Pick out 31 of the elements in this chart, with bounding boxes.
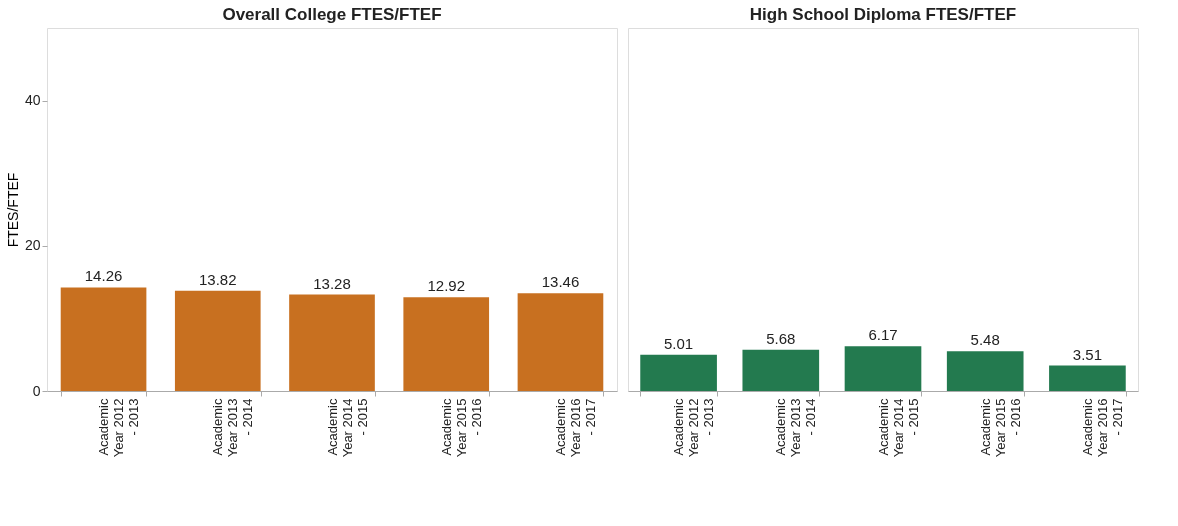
data-label: 14.26 xyxy=(84,267,123,285)
x-tick-label: Academic Year 2012 - 2013 xyxy=(671,398,717,458)
bar xyxy=(946,351,1024,391)
x-tick-label: Academic Year 2013 - 2014 xyxy=(773,398,819,458)
y-axis-title: FTES/FTEF xyxy=(4,172,21,248)
data-label: 5.48 xyxy=(970,331,1000,349)
x-tick-label: Academic Year 2012 - 2013 xyxy=(96,398,142,458)
x-tick-label: Academic Year 2014 - 2015 xyxy=(324,398,370,458)
x-tick-label: Academic Year 2014 - 2015 xyxy=(875,398,921,458)
x-tick-label: Academic Year 2016 - 2017 xyxy=(1079,398,1125,458)
x-tick-label: Academic Year 2013 - 2014 xyxy=(210,398,256,458)
data-label: 13.82 xyxy=(199,270,237,288)
bar xyxy=(742,349,820,391)
data-label: 13.46 xyxy=(541,273,580,291)
data-label: 5.68 xyxy=(766,329,796,347)
x-tick-label: Academic Year 2015 - 2016 xyxy=(438,398,484,458)
y-tick-label: 20 xyxy=(24,237,41,254)
data-label: 12.92 xyxy=(427,277,465,295)
chart-title: Overall College FTES/FTEF xyxy=(222,5,442,24)
bar xyxy=(640,354,717,391)
x-tick-label: Academic Year 2016 - 2017 xyxy=(552,398,598,458)
chart-title: High School Diploma FTES/FTEF xyxy=(749,5,1017,24)
bar xyxy=(844,346,922,391)
y-tick-label: 0 xyxy=(32,382,41,399)
data-label: 5.01 xyxy=(663,334,694,352)
y-tick-label: 40 xyxy=(24,92,41,109)
bar xyxy=(1049,365,1126,391)
data-label: 13.28 xyxy=(313,274,351,292)
x-tick-label: Academic Year 2015 - 2016 xyxy=(977,398,1023,458)
data-label: 6.17 xyxy=(868,326,898,344)
data-label: 3.51 xyxy=(1072,345,1103,363)
